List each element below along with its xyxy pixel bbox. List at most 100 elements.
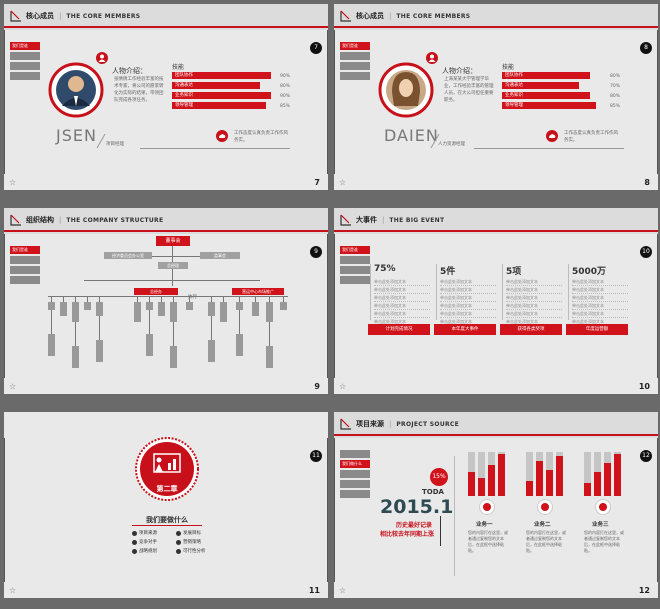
org-dept-box [266,302,273,322]
org-connector [189,296,190,302]
event-value: 5项 [506,267,522,277]
org-top-box: 董事会 [156,236,190,246]
sidenav-item[interactable] [10,52,40,60]
event-text-line: 单击此处添加文本 [440,286,496,294]
member-name: JSEN [56,126,97,145]
logo-mark-icon [340,418,351,430]
header-band [334,4,658,30]
event-text-line: 单击此处添加文本 [506,278,562,286]
sidenav-item[interactable] [340,52,370,60]
org-dept-box [134,302,141,322]
agenda-item[interactable]: 项目来源 [139,531,157,536]
event-text-lines: 单击此处添加文本 单击此处添加文本 单击此处添加文本 单击此处添加文本 单击此处添加文本… [374,278,430,326]
star-icon[interactable]: ☆ [339,586,347,595]
event-text-line: 单击此处添加文本 [572,286,628,294]
sidenav-item[interactable] [340,72,370,80]
event-button[interactable]: 获得各类奖项 [500,324,562,335]
slide-11[interactable]: 11 第二章 我们要做什么 项目来源 发展目标 竞争对手 营销策略 战略规划 可行性分析 … [4,412,328,598]
org-connector [211,296,212,302]
sidenav-item[interactable] [340,450,370,458]
header-title: 组织结构 | THE COMPANY STRUCTURE [26,216,164,224]
sidenav-item[interactable] [10,62,40,70]
bar-fill [594,472,601,496]
slide-8[interactable]: 核心成员 | THE CORE MEMBERS 我们是谁 8 人物介绍： 上海某某大… [334,4,658,190]
bar-fill [488,465,495,496]
side-nav: 我们是谁 [340,246,370,286]
cloud-icon [216,130,228,142]
link-icon [541,503,549,511]
event-text-line: 单击此处添加文本 [572,302,628,310]
skill-percent: 85% [610,104,621,109]
logo-mark-icon [10,10,21,22]
agenda-item[interactable]: 可行性分析 [183,549,206,554]
bullet-icon [132,531,137,536]
org-connector [239,310,240,334]
sidenav-item[interactable] [340,62,370,70]
org-connector [63,296,64,302]
star-icon[interactable]: ☆ [9,382,17,391]
skill-bar: 沟通表达 [172,82,260,89]
skill-percent: 70% [610,84,621,89]
star-icon[interactable]: ☆ [339,178,347,187]
sidenav-item[interactable] [10,276,40,284]
question-heading: 我们要做什么 [146,516,188,524]
star-icon[interactable]: ☆ [9,586,17,595]
profile-title: 人物介绍： [442,67,477,75]
event-value: 5000万 [572,267,607,277]
event-button[interactable]: 计划完成情况 [368,324,430,335]
skills-title: 技能 [172,64,185,71]
sidenav-item[interactable] [340,470,370,478]
bullet-icon [132,549,137,554]
event-divider [568,264,569,320]
sidenav-item[interactable] [340,480,370,488]
page-number: 9 [314,382,320,391]
sidenav-item[interactable] [10,72,40,80]
agenda-item[interactable]: 发展目标 [183,531,201,536]
slide-footer: ☆ 8 [334,174,658,190]
skill-percent: 90% [280,74,291,79]
profile-text: 上海某某大学管理学毕业，工作经验丰富的管理人员，在大公司担任重要职务。 [444,77,494,103]
sidenav-item[interactable] [340,490,370,498]
sidenav-item[interactable] [340,276,370,284]
bar-fill [468,472,475,496]
skill-bar: 沟通表达 [502,82,579,89]
sidenav-item-active[interactable]: 我们是谁 [10,246,40,254]
org-connector [51,310,52,334]
org-team-box [208,340,215,362]
logo-mark-icon [340,10,351,22]
event-value: 5件 [440,267,456,277]
org-connector [223,296,224,302]
event-button[interactable]: 年度运营额 [566,324,628,335]
slide-7[interactable]: 核心成员 | THE CORE MEMBERS 我们是谁 7 人物介绍： 张倩倩工作… [4,4,328,190]
bullet-icon [176,531,181,536]
skill-bar: 团队协作 [172,72,271,79]
org-connector [283,296,284,302]
page-badge: 9 [310,246,322,258]
sidenav-item-active[interactable]: 我们做什么 [340,460,370,468]
sidenav-item[interactable] [340,266,370,274]
sidenav-item-active[interactable]: 我们是谁 [10,42,40,50]
slide-12[interactable]: 项目来源 | PROJECT SOURCE 我们做什么 12 15% TODA 20… [334,412,658,598]
sidenav-item[interactable] [10,256,40,264]
event-button[interactable]: 本年度大事件 [434,324,496,335]
sidenav-item[interactable] [340,256,370,264]
skill-bar: 业务知识 [502,92,590,99]
bullet-icon [176,549,181,554]
agenda-item[interactable]: 战略规划 [139,549,157,554]
event-text-lines: 单击此处添加文本 单击此处添加文本 单击此处添加文本 单击此处添加文本 单击此处添加文本… [572,278,628,326]
org-connector [75,322,76,346]
agenda-item[interactable]: 竞争对手 [139,540,157,545]
sidenav-item-active[interactable]: 我们是谁 [340,42,370,50]
sidenav-item[interactable] [10,266,40,274]
slide-10[interactable]: 大事件 | THE BIG EVENT 我们是谁 10 75% 单击此处添加文本 单击此… [334,208,658,394]
org-line [152,256,200,257]
event-text-line: 单击此处添加文本 [572,310,628,318]
header-rule [334,230,658,232]
event-text-line: 单击此处添加文本 [506,286,562,294]
sidenav-item-active[interactable]: 我们是谁 [340,246,370,254]
star-icon[interactable]: ☆ [339,382,347,391]
heading-rule [132,525,202,526]
agenda-item[interactable]: 营销策略 [183,540,201,545]
slide-9[interactable]: 组织结构 | THE COMPANY STRUCTURE 我们是谁 9 董事会 经济… [4,208,328,394]
star-icon[interactable]: ☆ [9,178,17,187]
